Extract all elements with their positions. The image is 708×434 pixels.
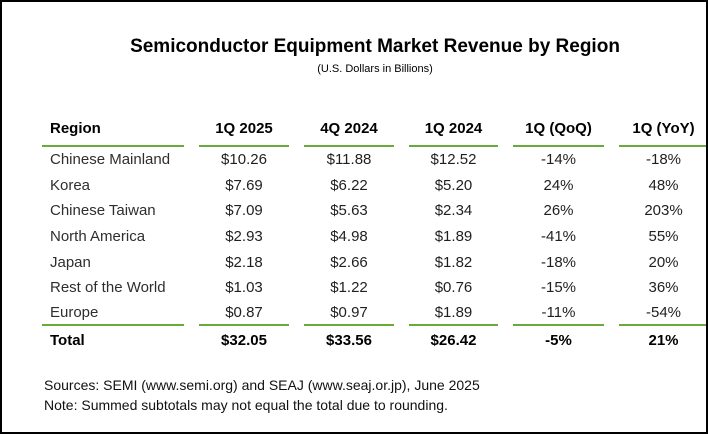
table-row: Rest of the World $1.03 $1.22 $0.76 -15% 36% <box>42 275 706 301</box>
column-header-region: Region <box>42 120 184 147</box>
table-cell: 203% <box>644 202 683 220</box>
table-row: North America $2.93 $4.98 $1.89 -41% 55% <box>42 224 706 250</box>
column-header-4q2024: 4Q 2024 <box>304 120 394 147</box>
figure-header: Semiconductor Equipment Market Revenue b… <box>42 36 706 76</box>
table-cell: $12.52 <box>430 151 477 169</box>
total-label: Total <box>50 331 85 349</box>
table-cell: -18% <box>540 253 577 271</box>
table-cell: $4.98 <box>330 228 368 246</box>
table-cell: -54% <box>619 301 706 327</box>
total-cell-1q2025: $32.05 <box>221 331 267 349</box>
table-cell: 20% <box>648 253 679 271</box>
table-cell: $0.76 <box>434 279 473 297</box>
table-cell: -14% <box>540 151 577 169</box>
table-cell: $1.22 <box>330 279 368 297</box>
table-row: Europe $0.87 $0.97 $1.89 -11% -54% <box>42 301 706 327</box>
table-row: Korea $7.69 $6.22 $5.20 24% 48% <box>42 173 706 199</box>
table-row: Japan $2.18 $2.66 $1.82 -18% 20% <box>42 249 706 275</box>
column-header-qoq: 1Q (QoQ) <box>513 120 604 147</box>
table-cell: $0.97 <box>304 301 394 327</box>
table-row: Chinese Taiwan $7.09 $5.63 $2.34 26% 203% <box>42 198 706 224</box>
table-cell: -11% <box>513 301 604 327</box>
note-text: Note: Summed subtotals may not equal the… <box>44 396 448 413</box>
table-cell: $1.82 <box>434 253 473 271</box>
table-cell: Chinese Taiwan <box>50 202 156 220</box>
table-cell: 55% <box>648 228 679 246</box>
table-header-row: Region 1Q 2025 4Q 2024 1Q 2024 1Q (QoQ) … <box>42 113 706 147</box>
table-cell: Chinese Mainland <box>50 151 171 169</box>
table-cell: $2.34 <box>434 202 473 220</box>
total-cell-yoy: 21% <box>648 331 679 349</box>
table-cell: 26% <box>543 202 574 220</box>
column-header-1q2024: 1Q 2024 <box>409 120 498 147</box>
figure-footer: Sources: SEMI (www.semi.org) and SEAJ (w… <box>44 376 706 415</box>
table-cell: $10.26 <box>221 151 267 169</box>
total-cell-1q2024: $26.42 <box>430 331 477 349</box>
table-row: Chinese Mainland $10.26 $11.88 $12.52 -14% -1… <box>42 147 706 173</box>
table-cell: $5.63 <box>330 202 368 220</box>
table-cell: Rest of the World <box>50 279 166 297</box>
total-cell-4q2024: $33.56 <box>326 331 372 349</box>
table-cell: 24% <box>543 176 574 194</box>
table-cell: $7.09 <box>225 202 263 220</box>
total-row: Total $32.05 $33.56 $26.42 -5% 21% <box>42 326 706 354</box>
sources-text: Sources: SEMI (www.semi.org) and SEAJ (w… <box>44 377 480 394</box>
table-cell: $0.87 <box>199 301 289 327</box>
table-cell: Japan <box>50 253 91 271</box>
table-cell: $11.88 <box>326 151 372 169</box>
table-cell: $2.18 <box>225 253 263 271</box>
table-cell: $5.20 <box>434 176 473 194</box>
table-cell: $1.89 <box>434 228 473 246</box>
table-cell: Korea <box>50 176 91 194</box>
table-cell: -18% <box>645 151 682 169</box>
table-body: Chinese Mainland $10.26 $11.88 $12.52 -14% -1… <box>42 147 706 327</box>
table-cell: $2.93 <box>225 228 263 246</box>
table-cell: -15% <box>540 279 577 297</box>
table-cell: $1.03 <box>225 279 263 297</box>
table-cell: $6.22 <box>330 176 368 194</box>
table-cell: Europe <box>42 301 184 327</box>
column-header-1q2025: 1Q 2025 <box>199 120 289 147</box>
table-cell: $1.89 <box>409 301 498 327</box>
table-cell: $2.66 <box>330 253 368 271</box>
table-cell: $7.69 <box>225 176 263 194</box>
revenue-table: Region 1Q 2025 4Q 2024 1Q 2024 1Q (QoQ) … <box>42 113 706 354</box>
page-title: Semiconductor Equipment Market Revenue b… <box>130 36 620 57</box>
table-cell: 36% <box>648 279 679 297</box>
total-cell-qoq: -5% <box>545 331 572 349</box>
page-subtitle: (U.S. Dollars in Billions) <box>317 62 433 75</box>
table-cell: 48% <box>648 176 679 194</box>
column-header-yoy: 1Q (YoY) <box>619 120 706 147</box>
table-cell: -41% <box>540 228 577 246</box>
table-cell: North America <box>50 228 146 246</box>
